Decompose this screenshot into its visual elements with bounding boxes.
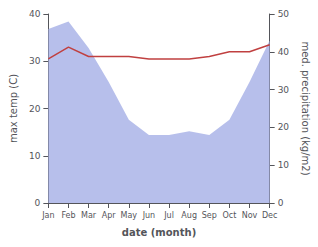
svg-text:30: 30 [278, 85, 290, 95]
svg-text:date (month): date (month) [122, 227, 196, 238]
svg-text:Aug: Aug [181, 211, 197, 220]
svg-text:10: 10 [29, 151, 41, 161]
svg-text:20: 20 [278, 122, 290, 132]
svg-text:med. precipitation (kg/m2): med. precipitation (kg/m2) [300, 41, 311, 175]
svg-text:Jul: Jul [163, 211, 174, 220]
svg-text:0: 0 [35, 198, 41, 208]
svg-text:Oct: Oct [222, 211, 236, 220]
svg-text:20: 20 [29, 104, 41, 114]
svg-text:Mar: Mar [81, 211, 97, 220]
svg-text:Nov: Nov [242, 211, 258, 220]
svg-text:May: May [121, 211, 138, 220]
svg-text:50: 50 [278, 9, 290, 19]
svg-text:Jun: Jun [142, 211, 156, 220]
svg-text:40: 40 [278, 47, 290, 57]
svg-text:max temp (C): max temp (C) [8, 74, 19, 143]
svg-text:Feb: Feb [61, 211, 75, 220]
svg-text:Sep: Sep [202, 211, 217, 220]
svg-text:Apr: Apr [102, 211, 117, 220]
svg-text:Jan: Jan [41, 211, 54, 220]
svg-text:30: 30 [29, 56, 41, 66]
svg-text:Dec: Dec [262, 211, 277, 220]
svg-text:10: 10 [278, 160, 290, 170]
svg-text:40: 40 [29, 9, 41, 19]
svg-text:0: 0 [278, 198, 284, 208]
